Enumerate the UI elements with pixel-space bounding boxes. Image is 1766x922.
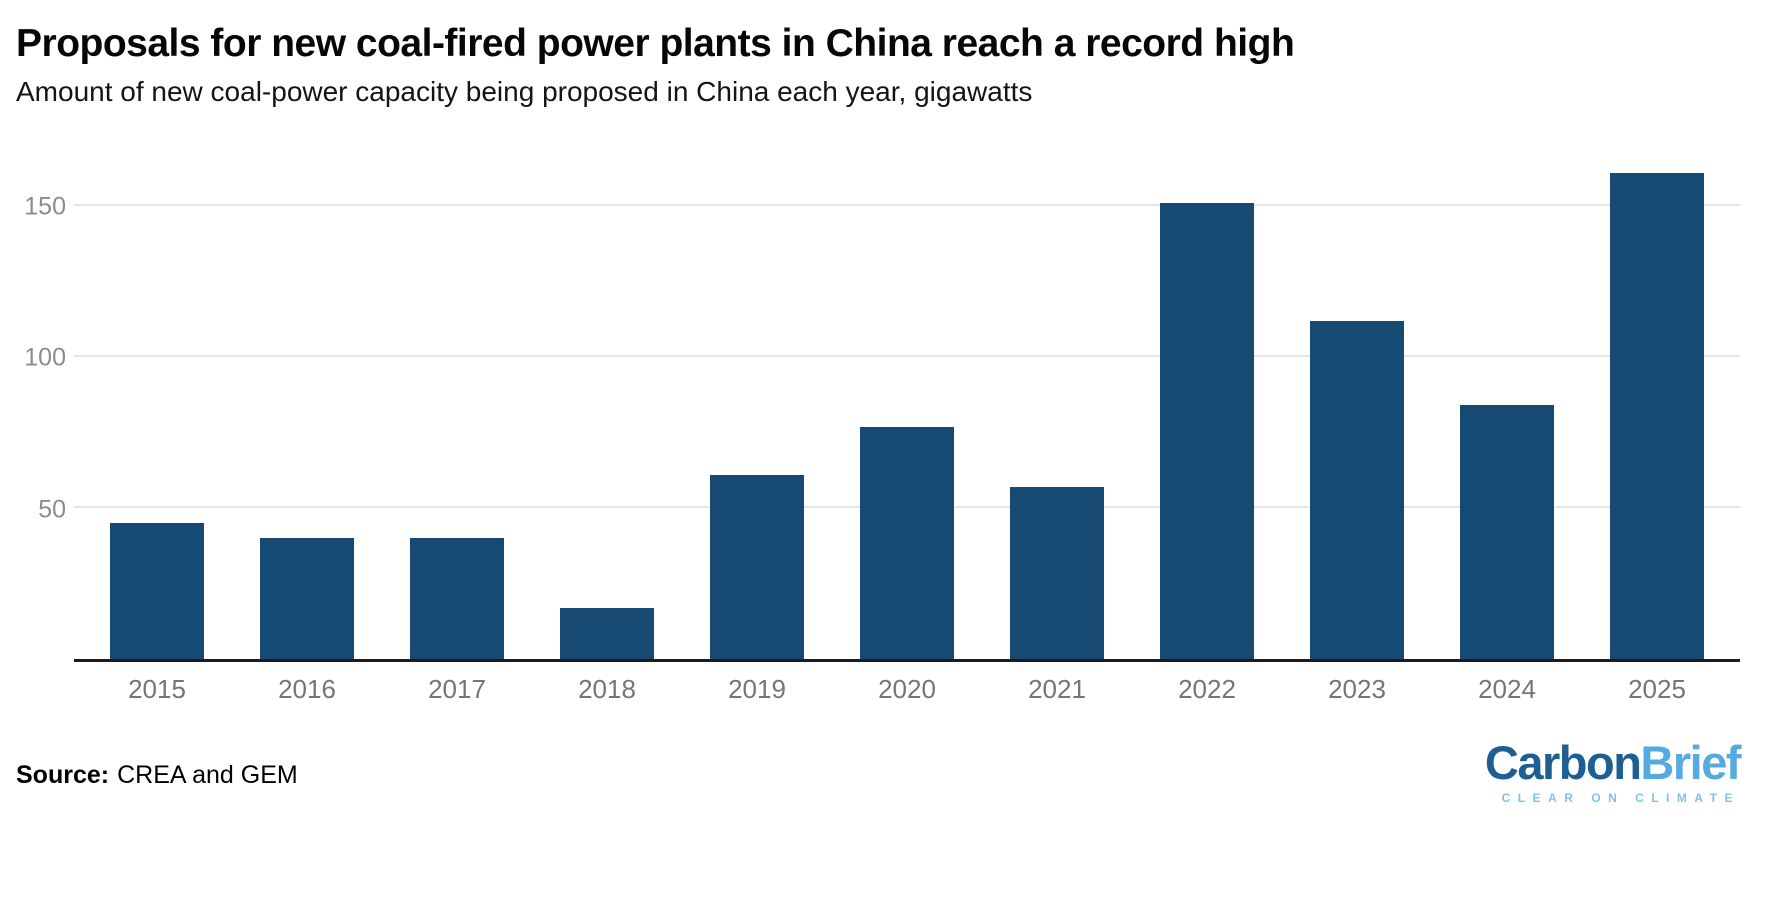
- logo-carbon-text: Carbon: [1484, 735, 1642, 789]
- chart-header: Proposals for new coal-fired power plant…: [16, 22, 1740, 108]
- logo-brief-text: Brief: [1640, 735, 1741, 789]
- carbonbrief-wordmark: CarbonBrief: [1484, 735, 1742, 789]
- x-tick-label-2018: 2018: [578, 673, 636, 704]
- bar-slot-2024: [1432, 140, 1582, 659]
- x-tick-label-2019: 2019: [728, 673, 786, 704]
- gridline-100: [74, 355, 1740, 358]
- y-tick-label-100: 100: [24, 343, 66, 372]
- bar-slot-2022: [1132, 140, 1282, 659]
- plot-row: 50 100 150: [16, 140, 1740, 662]
- x-axis-labels: 2015 2016 2017 2018 2019 2020 2021 2022 2023 2024…: [74, 674, 1740, 705]
- bar-2017: [409, 538, 505, 659]
- bar-2024: [1459, 405, 1555, 659]
- bar-2021: [1009, 486, 1105, 659]
- bar-slot-2015: [82, 140, 232, 659]
- bar-slot-2019: [682, 140, 832, 659]
- bar-2016: [259, 538, 355, 659]
- bar-slot-2016: [232, 140, 382, 659]
- page-subtitle: Amount of new coal-power capacity being …: [16, 75, 1033, 107]
- bar-slot-2017: [382, 140, 532, 659]
- bar-2015: [109, 523, 205, 659]
- bar-2023: [1309, 320, 1405, 659]
- x-axis: 2015 2016 2017 2018 2019 2020 2021 2022 2023 2024…: [16, 674, 1740, 705]
- chart-footer: Source: CREA and GEM CarbonBrief CLEAR ON…: [16, 735, 1742, 805]
- y-tick-label-50: 50: [38, 495, 66, 524]
- bar-2019: [709, 474, 805, 659]
- x-tick-label-2022: 2022: [1178, 673, 1236, 704]
- plot-area: [74, 140, 1740, 662]
- bar-slot-2021: [982, 140, 1132, 659]
- bar-2018: [559, 607, 655, 659]
- bars: [74, 140, 1740, 659]
- page-title: Proposals for new coal-fired power plant…: [16, 22, 1295, 65]
- bar-slot-2025: [1582, 140, 1732, 659]
- bar-slot-2018: [532, 140, 682, 659]
- logo-tagline: CLEAR ON CLIMATE: [1501, 790, 1740, 805]
- y-axis: 50 100 150: [16, 140, 74, 662]
- x-tick-label-2015: 2015: [128, 673, 186, 704]
- carbonbrief-logo: CarbonBrief CLEAR ON CLIMATE: [1484, 735, 1742, 805]
- x-tick-label-2020: 2020: [878, 673, 936, 704]
- source-label: Source:: [16, 760, 110, 789]
- x-tick-label-2023: 2023: [1328, 673, 1386, 704]
- x-tick-label-2017: 2017: [428, 673, 486, 704]
- gridline-150: [74, 204, 1740, 207]
- y-tick-label-150: 150: [24, 192, 66, 221]
- bar-slot-2020: [832, 140, 982, 659]
- source-text: CREA and GEM: [117, 760, 298, 789]
- x-tick-label-2025: 2025: [1628, 673, 1686, 704]
- x-tick-label-2021: 2021: [1028, 673, 1086, 704]
- bar-2020: [859, 426, 955, 659]
- x-axis-spacer: [16, 674, 74, 705]
- source-note: Source: CREA and GEM: [16, 761, 298, 804]
- x-tick-label-2024: 2024: [1478, 673, 1536, 704]
- x-tick-label-2016: 2016: [278, 673, 336, 704]
- bar-2022: [1159, 203, 1255, 659]
- bar-slot-2023: [1282, 140, 1432, 659]
- bar-chart: 50 100 150 2015 2016 2017 2018 2019 2020 2021 202…: [16, 140, 1740, 705]
- bar-2025: [1609, 173, 1705, 659]
